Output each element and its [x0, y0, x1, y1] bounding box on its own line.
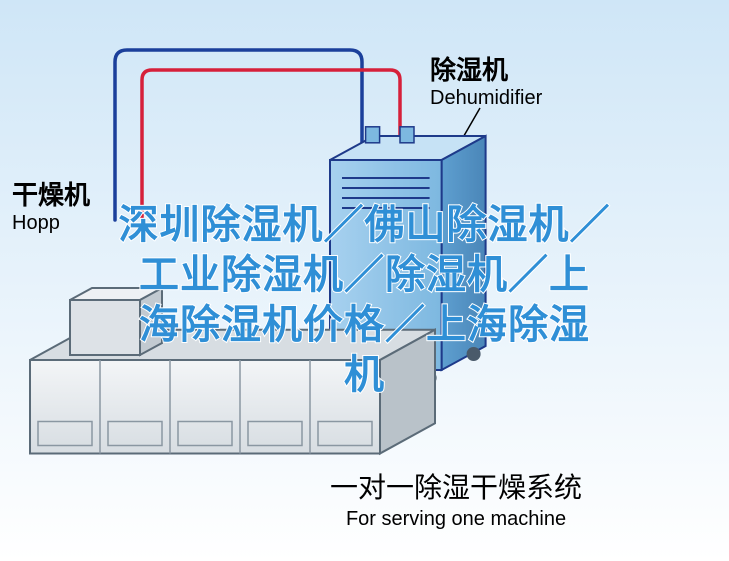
overlay-line-2: 工业除湿机／除湿机／上: [139, 253, 590, 297]
dehumidifier-label: 除湿机 Dehumidifier: [430, 55, 542, 110]
system-title-cn: 一对一除湿干燥系统: [330, 470, 582, 506]
overlay-line-3: 海除湿机价格／上海除湿: [139, 303, 590, 347]
overlay-watermark-text: 深圳除湿机／佛山除湿机／ 工业除湿机／除湿机／上 海除湿机价格／上海除湿 机: [36, 200, 692, 400]
dehumidifier-label-en: Dehumidifier: [430, 86, 542, 110]
system-title-en: For serving one machine: [330, 506, 582, 532]
dehumidifier-label-cn: 除湿机: [430, 55, 542, 86]
system-title: 一对一除湿干燥系统 For serving one machine: [330, 470, 582, 532]
overlay-line-1: 深圳除湿机／佛山除湿机／: [119, 203, 611, 247]
overlay-line-4: 机: [344, 353, 385, 397]
